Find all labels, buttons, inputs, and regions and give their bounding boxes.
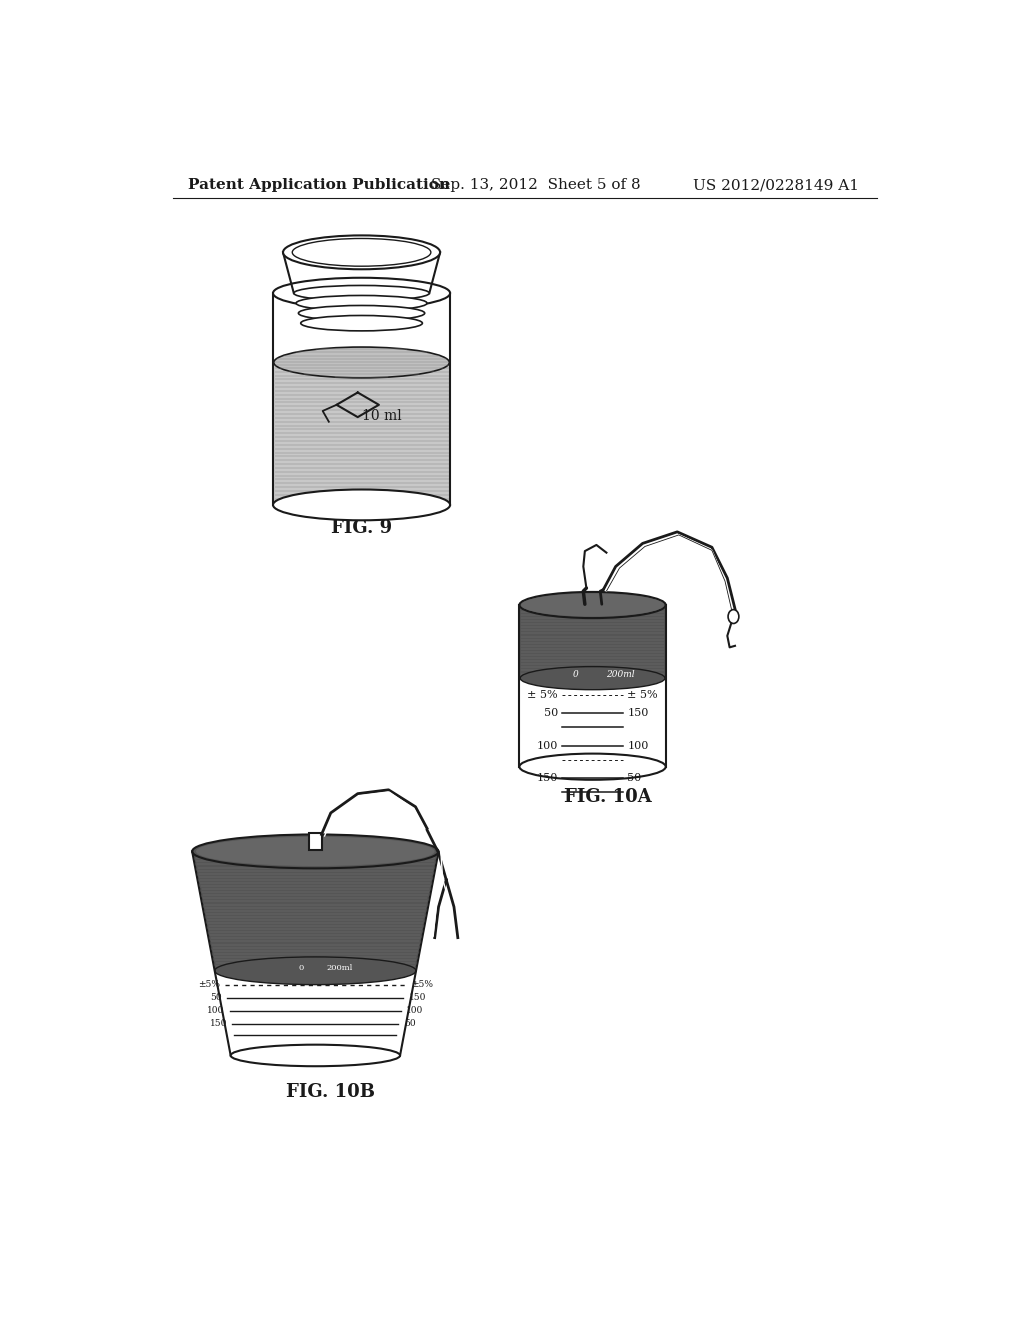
Ellipse shape bbox=[296, 296, 427, 312]
Polygon shape bbox=[520, 605, 665, 678]
Ellipse shape bbox=[519, 591, 666, 618]
Ellipse shape bbox=[728, 610, 739, 623]
Ellipse shape bbox=[215, 957, 416, 985]
FancyBboxPatch shape bbox=[273, 363, 450, 506]
Ellipse shape bbox=[292, 239, 431, 267]
Ellipse shape bbox=[230, 1044, 400, 1067]
Ellipse shape bbox=[273, 277, 451, 309]
Ellipse shape bbox=[294, 285, 429, 301]
Text: 100: 100 bbox=[537, 741, 558, 751]
Ellipse shape bbox=[196, 837, 435, 866]
Ellipse shape bbox=[519, 754, 666, 780]
Ellipse shape bbox=[298, 305, 425, 321]
Polygon shape bbox=[193, 851, 438, 970]
Text: 100: 100 bbox=[207, 1006, 224, 1015]
Text: FIG. 10B: FIG. 10B bbox=[287, 1082, 375, 1101]
Text: 0: 0 bbox=[573, 669, 579, 678]
Text: Patent Application Publication: Patent Application Publication bbox=[188, 178, 451, 193]
Ellipse shape bbox=[273, 347, 450, 378]
Text: FIG. 10A: FIG. 10A bbox=[564, 788, 652, 807]
Text: 150: 150 bbox=[210, 1019, 227, 1028]
Text: 150: 150 bbox=[537, 774, 558, 783]
Polygon shape bbox=[519, 605, 666, 767]
Text: 150: 150 bbox=[409, 993, 426, 1002]
Text: 50: 50 bbox=[211, 993, 222, 1002]
Text: 50: 50 bbox=[628, 774, 641, 783]
Text: ±5%: ±5% bbox=[198, 981, 219, 989]
Text: 200ml: 200ml bbox=[327, 964, 353, 972]
Text: 50: 50 bbox=[544, 708, 558, 718]
Text: 10 ml: 10 ml bbox=[361, 409, 401, 422]
Text: 0: 0 bbox=[299, 964, 304, 972]
Ellipse shape bbox=[193, 834, 438, 869]
Ellipse shape bbox=[520, 667, 665, 689]
FancyBboxPatch shape bbox=[309, 833, 322, 850]
Text: 150: 150 bbox=[628, 708, 648, 718]
Text: Sep. 13, 2012  Sheet 5 of 8: Sep. 13, 2012 Sheet 5 of 8 bbox=[431, 178, 640, 193]
Text: US 2012/0228149 A1: US 2012/0228149 A1 bbox=[692, 178, 859, 193]
Polygon shape bbox=[273, 293, 451, 506]
Text: FIG. 9: FIG. 9 bbox=[331, 519, 392, 537]
Text: 100: 100 bbox=[628, 741, 648, 751]
Text: 100: 100 bbox=[407, 1006, 424, 1015]
Text: ± 5%: ± 5% bbox=[527, 690, 558, 700]
Ellipse shape bbox=[273, 490, 451, 520]
Text: ± 5%: ± 5% bbox=[628, 690, 657, 700]
Text: ±5%: ±5% bbox=[411, 981, 433, 989]
Ellipse shape bbox=[301, 315, 422, 331]
Ellipse shape bbox=[283, 235, 440, 269]
Polygon shape bbox=[193, 851, 438, 1056]
Ellipse shape bbox=[521, 594, 665, 616]
Text: 50: 50 bbox=[403, 1019, 416, 1028]
Text: 200ml: 200ml bbox=[606, 669, 635, 678]
